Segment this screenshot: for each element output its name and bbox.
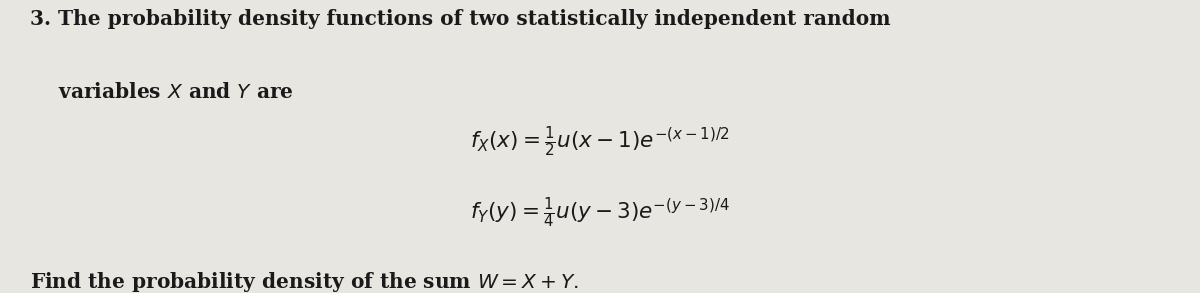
- Text: variables $X$ and $Y$ are: variables $X$ and $Y$ are: [58, 82, 293, 102]
- Text: $f_X(x) = \frac{1}{2}u(x-1)e^{-(x-1)/2}$: $f_X(x) = \frac{1}{2}u(x-1)e^{-(x-1)/2}$: [470, 125, 730, 159]
- Text: 3. The probability density functions of two statistically independent random: 3. The probability density functions of …: [30, 9, 890, 29]
- Text: $f_Y(y) = \frac{1}{4}u(y-3)e^{-(y-3)/4}$: $f_Y(y) = \frac{1}{4}u(y-3)e^{-(y-3)/4}$: [470, 195, 730, 230]
- Text: Find the probability density of the sum $W = X + Y.$: Find the probability density of the sum …: [30, 270, 578, 293]
